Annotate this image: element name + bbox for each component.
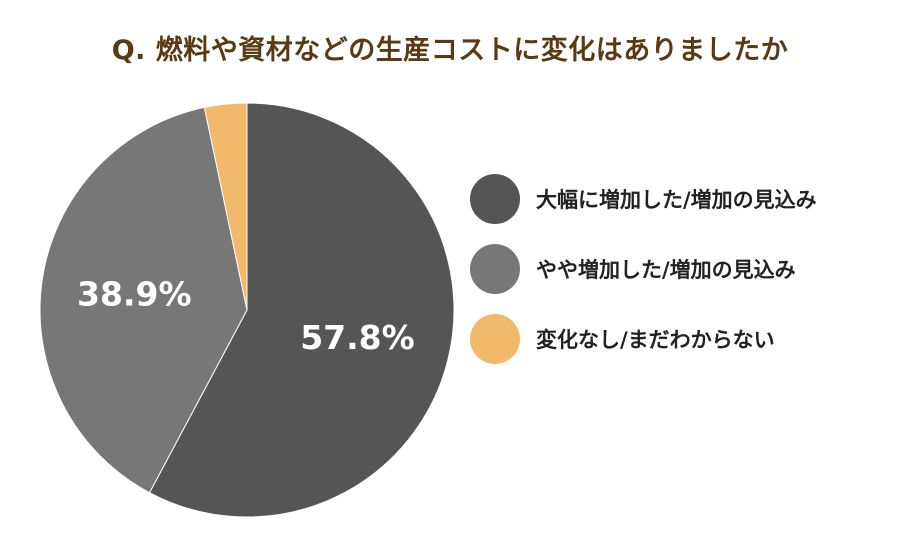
pie-label-large-increase: 57.8% <box>300 318 415 357</box>
legend-item-no-change: 変化なし/まだわからない <box>470 314 817 364</box>
legend-label-large-increase: 大幅に増加した/増加の見込み <box>536 188 817 212</box>
pie-slice-no-change <box>203 102 248 311</box>
chart-title: Q. 燃料や資材などの生産コストに変化はありましたか <box>111 35 789 66</box>
legend-swatch-slight-increase <box>470 244 520 294</box>
legend-label-slight-increase: やや増加した/増加の見込み <box>536 258 796 282</box>
legend-swatch-large-increase <box>470 174 520 224</box>
legend-item-slight-increase: やや増加した/増加の見込み <box>470 244 817 294</box>
pie-label-slight-increase: 38.9% <box>77 274 192 313</box>
legend-swatch-no-change <box>470 314 520 364</box>
pie-slice-large-increase <box>148 102 455 518</box>
legend-item-large-increase: 大幅に増加した/増加の見込み <box>470 174 817 224</box>
legend: 大幅に増加した/増加の見込み やや増加した/増加の見込み 変化なし/まだわからな… <box>470 174 817 384</box>
legend-label-no-change: 変化なし/まだわからない <box>536 328 775 352</box>
pie-slice-slight-increase <box>39 106 248 494</box>
